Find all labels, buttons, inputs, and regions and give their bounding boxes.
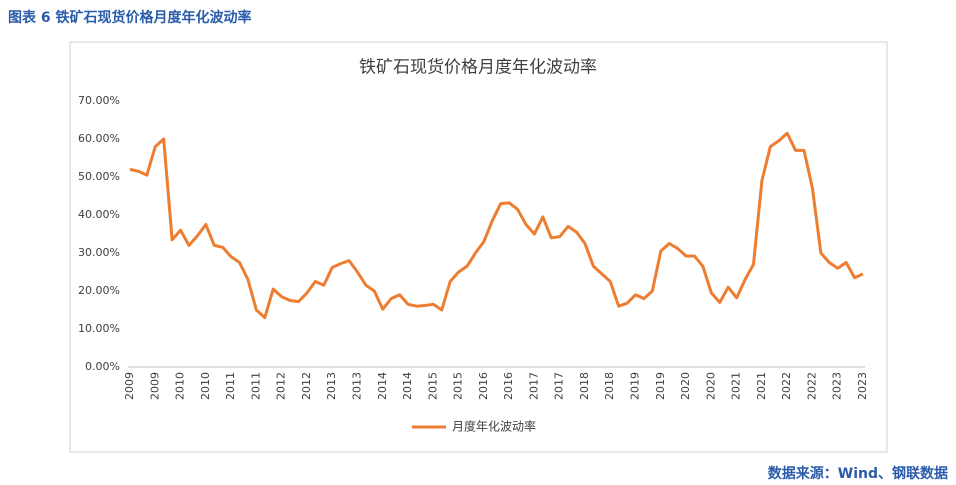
y-tick-label: 70.00% [78, 94, 120, 107]
x-tick-label: 2014 [401, 372, 414, 400]
x-tick-label: 2013 [325, 372, 338, 400]
x-tick-label: 2012 [300, 372, 313, 400]
x-tick-label: 2017 [553, 372, 566, 400]
x-tick-label: 2018 [578, 372, 591, 400]
x-tick-label: 2020 [679, 372, 692, 400]
x-tick-label: 2015 [452, 372, 465, 400]
x-tick-label: 2010 [174, 372, 187, 400]
x-tick-label: 2012 [275, 372, 288, 400]
x-tick-label: 2009 [123, 372, 136, 400]
x-tick-label: 2015 [426, 372, 439, 400]
x-tick-label: 2016 [502, 372, 515, 400]
x-tick-label: 2023 [856, 372, 869, 400]
x-tick-label: 2009 [148, 372, 161, 400]
y-tick-label: 20.00% [78, 284, 120, 297]
y-tick-label: 40.00% [78, 208, 120, 221]
x-tick-label: 2022 [780, 372, 793, 400]
x-tick-label: 2020 [704, 372, 717, 400]
x-tick-label: 2023 [831, 372, 844, 400]
y-tick-label: 60.00% [78, 132, 120, 145]
x-tick-label: 2016 [477, 372, 490, 400]
source-note: 数据来源：Wind、钢联数据 [768, 465, 948, 482]
x-tick-label: 2021 [755, 372, 768, 400]
x-tick-label: 2019 [629, 372, 642, 400]
x-tick-label: 2022 [805, 372, 818, 400]
y-tick-label: 50.00% [78, 170, 120, 183]
chart-title: 铁矿石现货价格月度年化波动率 [359, 58, 597, 78]
y-tick-label: 10.00% [78, 322, 120, 335]
y-tick-label: 0.00% [85, 360, 120, 373]
x-tick-label: 2014 [376, 372, 389, 400]
x-tick-label: 2019 [654, 372, 667, 400]
legend-label: 月度年化波动率 [452, 419, 536, 434]
x-tick-label: 2013 [350, 372, 363, 400]
x-tick-label: 2021 [730, 372, 743, 400]
x-tick-label: 2011 [224, 372, 237, 400]
caption: 图表 6 铁矿石现货价格月度年化波动率 [8, 9, 252, 26]
series-line [129, 131, 864, 320]
y-tick-label: 30.00% [78, 246, 120, 259]
x-tick-label: 2010 [199, 372, 212, 400]
x-tick-label: 2017 [527, 372, 540, 400]
x-tick-label: 2018 [603, 372, 616, 400]
x-tick-label: 2011 [249, 372, 262, 400]
